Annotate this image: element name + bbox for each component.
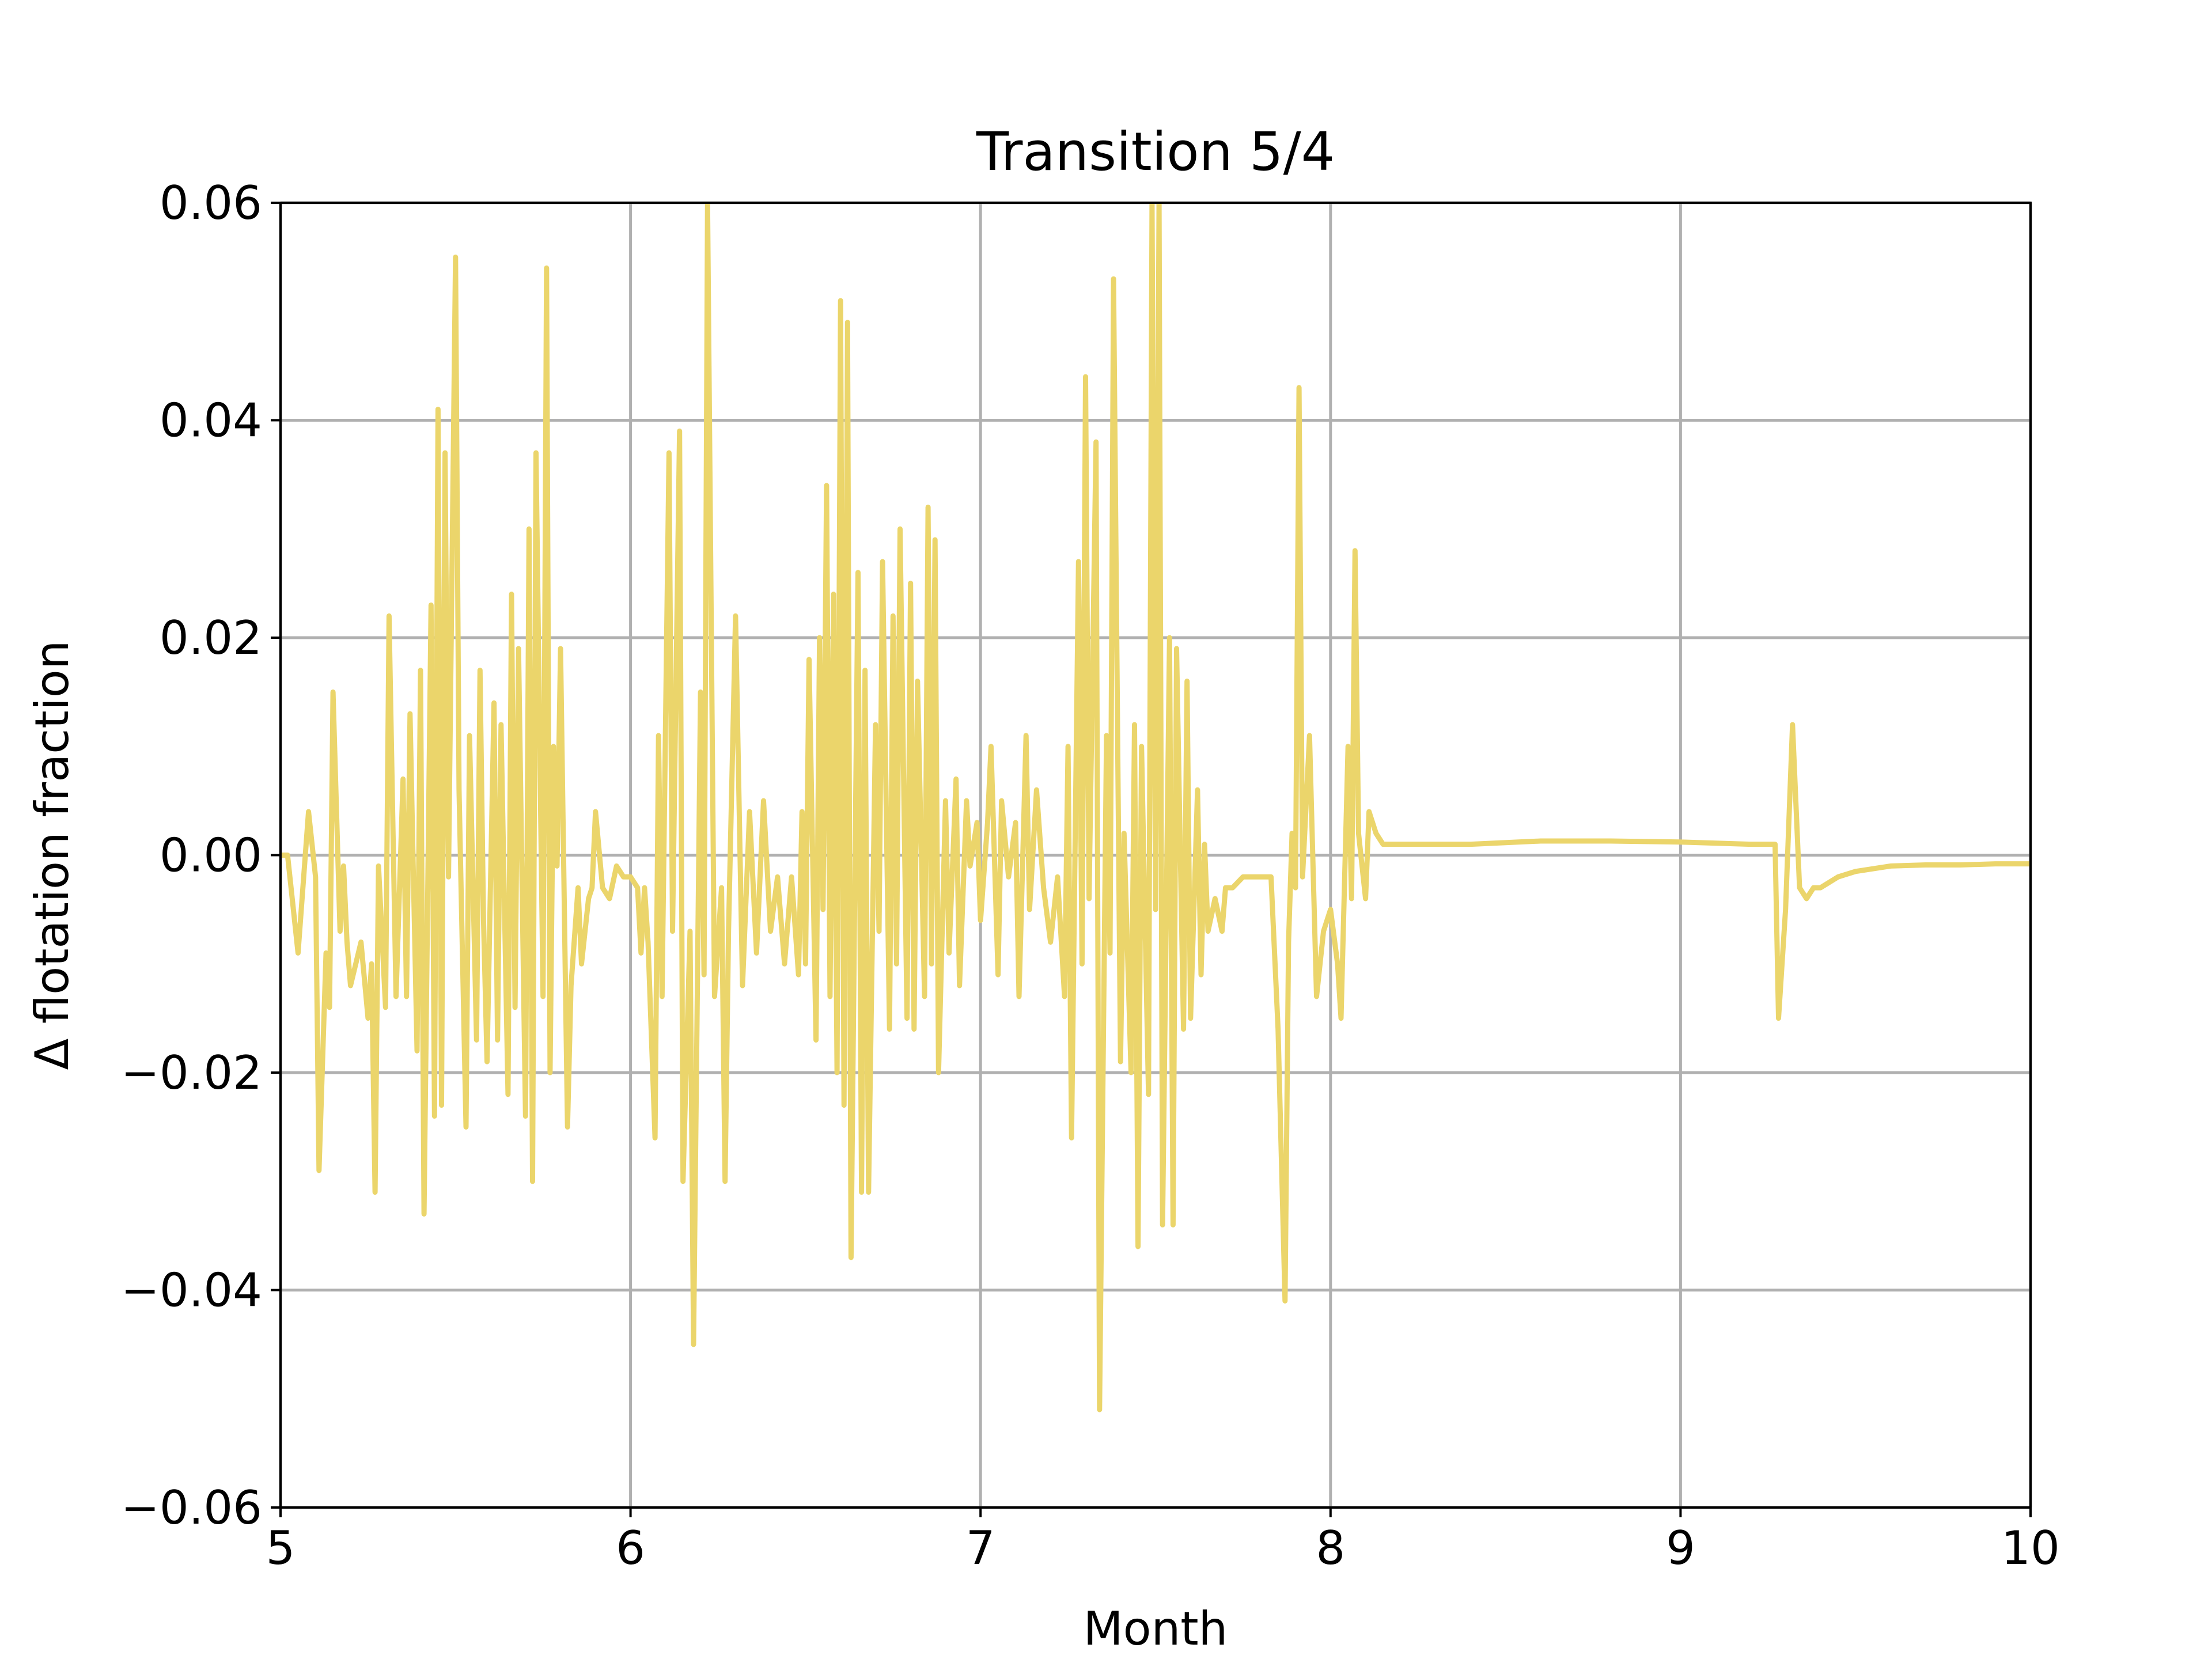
tick-layer: 5 6 7 8 9 10 −0.06 −0.04 −0.02 0.00 0.02 0.04 0.06 (121, 176, 2060, 1575)
y-tick-label: −0.06 (121, 1481, 262, 1535)
y-axis-label: Δ flotation fraction (25, 641, 79, 1070)
y-tick-label: −0.02 (121, 1046, 262, 1100)
x-tick-label: 9 (1666, 1521, 1695, 1575)
x-tick-label: 6 (616, 1521, 645, 1575)
x-tick-label: 10 (2001, 1521, 2060, 1575)
series-layer (281, 203, 2031, 1412)
y-tick-label: 0.06 (160, 176, 262, 230)
x-tick-label: 5 (266, 1521, 296, 1575)
x-axis-label: Month (1084, 1602, 1228, 1656)
y-tick-label: 0.02 (160, 611, 262, 665)
y-tick-label: −0.04 (121, 1264, 262, 1317)
chart-title: Transition 5/4 (976, 121, 1335, 183)
y-tick-label: 0.04 (160, 394, 262, 448)
y-tick-label: 0.00 (160, 829, 262, 882)
x-tick-label: 7 (966, 1521, 995, 1575)
series-line (281, 203, 2031, 1412)
x-tick-label: 8 (1316, 1521, 1345, 1575)
